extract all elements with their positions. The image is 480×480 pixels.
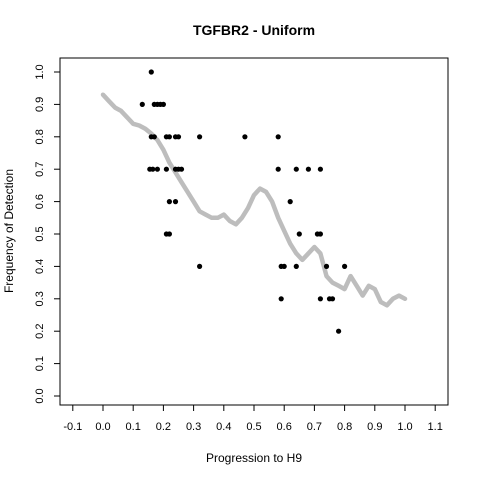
y-tick-label: 0.4 — [34, 259, 46, 274]
data-point — [175, 134, 182, 140]
x-tick-label: 0.4 — [216, 421, 231, 433]
x-tick-label: 0.0 — [95, 421, 110, 433]
trend-layer — [100, 92, 408, 308]
points-layer — [139, 69, 348, 334]
data-point — [166, 199, 172, 205]
data-point — [281, 263, 287, 269]
data-point — [197, 134, 203, 140]
x-tick-label: 0.6 — [277, 421, 292, 433]
data-point — [278, 296, 284, 302]
data-point — [317, 231, 323, 237]
data-point — [296, 231, 302, 237]
x-tick-label: 0.7 — [307, 421, 322, 433]
y-axis: 0.0 0.1 0.2 0.3 0.4 0.5 0.6 0.7 0.8 0.9 1.0 — [34, 64, 60, 404]
data-point — [242, 134, 248, 140]
y-tick-label: 0.7 — [34, 162, 46, 177]
y-tick-label: 0.3 — [34, 291, 46, 306]
data-point — [148, 69, 154, 75]
x-axis-title: Progression to H9 — [206, 451, 302, 465]
x-tick-label: -0.1 — [63, 421, 82, 433]
data-point — [317, 296, 323, 302]
x-tick-label: 0.9 — [367, 421, 382, 433]
y-tick-label: 0.8 — [34, 129, 46, 144]
data-point — [150, 166, 156, 172]
y-tick-label: 1.0 — [34, 64, 46, 79]
y-tick-label: 0.5 — [34, 226, 46, 241]
data-point — [154, 166, 160, 172]
x-axis: -0.1 0.0 0.1 0.2 0.3 0.4 0.5 0.6 0.7 0.8 0.9 1.0 1.1 — [63, 405, 443, 433]
data-point — [139, 101, 145, 107]
x-tick-label: 0.2 — [156, 421, 171, 433]
y-tick-label: 0.2 — [34, 324, 46, 339]
data-point — [197, 263, 203, 269]
x-tick-label: 1.1 — [428, 421, 443, 433]
data-point — [305, 166, 311, 172]
data-point — [336, 328, 342, 334]
y-tick-label: 0.6 — [34, 194, 46, 209]
data-point — [172, 199, 179, 205]
data-point — [323, 263, 330, 269]
trend-line — [100, 92, 408, 308]
y-tick-label: 0.9 — [34, 97, 46, 112]
data-point — [293, 263, 299, 269]
data-point — [151, 134, 157, 140]
x-tick-label: 0.8 — [337, 421, 352, 433]
y-tick-label: 0.0 — [34, 388, 46, 403]
y-axis-title: Frequency of Detection — [2, 169, 16, 293]
data-point — [293, 166, 299, 172]
y-tick-label: 0.1 — [34, 356, 46, 371]
x-tick-label: 0.5 — [246, 421, 261, 433]
data-point — [166, 134, 172, 140]
data-point — [178, 166, 185, 172]
data-point — [275, 134, 281, 140]
data-point — [275, 166, 281, 172]
data-point — [163, 166, 169, 172]
data-point — [317, 166, 323, 172]
chart-title: TGFBR2 - Uniform — [193, 22, 315, 38]
data-point — [160, 101, 166, 107]
data-point — [329, 296, 336, 302]
x-tick-label: 1.0 — [397, 421, 412, 433]
data-point — [166, 231, 172, 237]
data-point — [287, 199, 293, 205]
x-tick-label: 0.1 — [126, 421, 141, 433]
data-point — [342, 263, 348, 269]
x-tick-label: 0.3 — [186, 421, 201, 433]
